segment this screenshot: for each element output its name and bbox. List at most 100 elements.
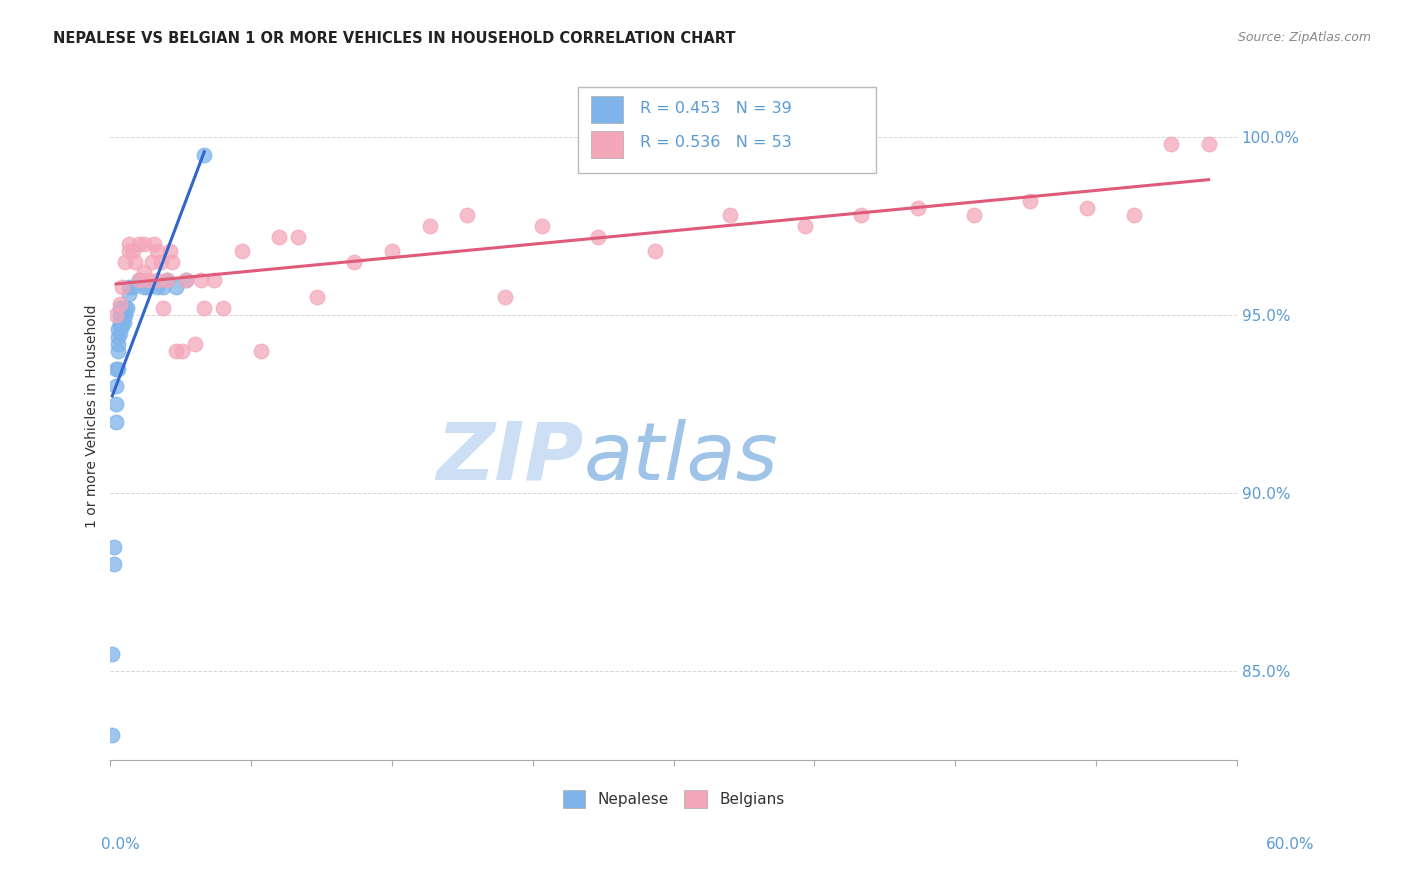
Point bbox=[103, 558, 125, 572]
Text: 0.0%: 0.0% bbox=[101, 837, 141, 852]
Point bbox=[118, 286, 141, 301]
Point bbox=[152, 301, 174, 315]
Point bbox=[343, 254, 366, 268]
Point bbox=[381, 244, 404, 258]
Point bbox=[108, 301, 131, 315]
Point bbox=[146, 272, 169, 286]
Point bbox=[122, 244, 145, 258]
Point bbox=[136, 272, 159, 286]
Point bbox=[1019, 194, 1042, 209]
Point bbox=[112, 315, 135, 329]
Point bbox=[134, 265, 156, 279]
Text: 60.0%: 60.0% bbox=[1267, 837, 1315, 852]
Point bbox=[114, 254, 136, 268]
Point bbox=[108, 297, 131, 311]
Point bbox=[150, 254, 173, 268]
Point bbox=[1198, 137, 1220, 152]
Point bbox=[456, 209, 478, 223]
Point bbox=[128, 272, 150, 286]
Point bbox=[101, 728, 124, 742]
Point bbox=[419, 219, 441, 234]
Point bbox=[107, 361, 129, 376]
Point bbox=[134, 236, 156, 251]
Point bbox=[111, 315, 134, 329]
Point bbox=[107, 336, 129, 351]
Point bbox=[107, 322, 129, 336]
Point bbox=[249, 343, 271, 358]
Point bbox=[193, 148, 215, 162]
Point bbox=[165, 279, 187, 293]
Point bbox=[105, 361, 128, 376]
Text: R = 0.453   N = 39: R = 0.453 N = 39 bbox=[640, 101, 792, 116]
Point bbox=[124, 254, 146, 268]
Text: R = 0.536   N = 53: R = 0.536 N = 53 bbox=[640, 135, 792, 150]
Point bbox=[718, 209, 741, 223]
Point bbox=[136, 279, 159, 293]
Point bbox=[851, 209, 873, 223]
FancyBboxPatch shape bbox=[592, 130, 623, 158]
Point bbox=[1122, 209, 1144, 223]
Point bbox=[907, 202, 929, 216]
Point bbox=[202, 272, 225, 286]
Point bbox=[105, 308, 128, 322]
Point bbox=[105, 415, 128, 429]
Point bbox=[111, 301, 134, 315]
Text: NEPALESE VS BELGIAN 1 OR MORE VEHICLES IN HOUSEHOLD CORRELATION CHART: NEPALESE VS BELGIAN 1 OR MORE VEHICLES I… bbox=[53, 31, 735, 46]
Point bbox=[108, 326, 131, 340]
Point bbox=[111, 308, 134, 322]
Point bbox=[128, 272, 150, 286]
Point bbox=[152, 279, 174, 293]
Point bbox=[174, 272, 197, 286]
Point bbox=[105, 379, 128, 393]
Text: ZIP: ZIP bbox=[436, 419, 583, 497]
Point bbox=[105, 397, 128, 411]
Point bbox=[122, 279, 145, 293]
Point bbox=[644, 244, 666, 258]
Point bbox=[111, 279, 134, 293]
Point bbox=[156, 272, 179, 286]
Y-axis label: 1 or more Vehicles in Household: 1 or more Vehicles in Household bbox=[86, 305, 100, 528]
Point bbox=[212, 301, 235, 315]
Point bbox=[108, 315, 131, 329]
FancyBboxPatch shape bbox=[578, 87, 876, 173]
Point bbox=[142, 236, 165, 251]
Point bbox=[128, 236, 150, 251]
Point bbox=[103, 540, 125, 554]
Point bbox=[101, 647, 124, 661]
Legend: Nepalese, Belgians: Nepalese, Belgians bbox=[557, 784, 790, 814]
Point bbox=[531, 219, 554, 234]
Point bbox=[114, 308, 136, 322]
Point bbox=[193, 301, 215, 315]
Text: Source: ZipAtlas.com: Source: ZipAtlas.com bbox=[1237, 31, 1371, 45]
Point bbox=[141, 254, 163, 268]
Point bbox=[146, 279, 169, 293]
Point bbox=[146, 244, 169, 258]
Point bbox=[159, 244, 181, 258]
Point bbox=[114, 301, 136, 315]
Point bbox=[162, 254, 184, 268]
Point bbox=[287, 229, 309, 244]
Point bbox=[170, 343, 193, 358]
Point bbox=[134, 279, 156, 293]
Point bbox=[112, 308, 135, 322]
Point bbox=[111, 318, 134, 333]
Point bbox=[107, 343, 129, 358]
Point bbox=[107, 329, 129, 343]
Point bbox=[1076, 202, 1098, 216]
Point bbox=[118, 236, 141, 251]
FancyBboxPatch shape bbox=[592, 96, 623, 123]
Point bbox=[794, 219, 817, 234]
Point bbox=[174, 272, 197, 286]
Text: atlas: atlas bbox=[583, 419, 779, 497]
Point bbox=[494, 290, 516, 304]
Point bbox=[156, 272, 179, 286]
Point bbox=[963, 209, 986, 223]
Point bbox=[108, 318, 131, 333]
Point bbox=[269, 229, 291, 244]
Point bbox=[1160, 137, 1182, 152]
Point bbox=[231, 244, 253, 258]
Point bbox=[108, 308, 131, 322]
Point bbox=[117, 301, 139, 315]
Point bbox=[165, 343, 187, 358]
Point bbox=[190, 272, 212, 286]
